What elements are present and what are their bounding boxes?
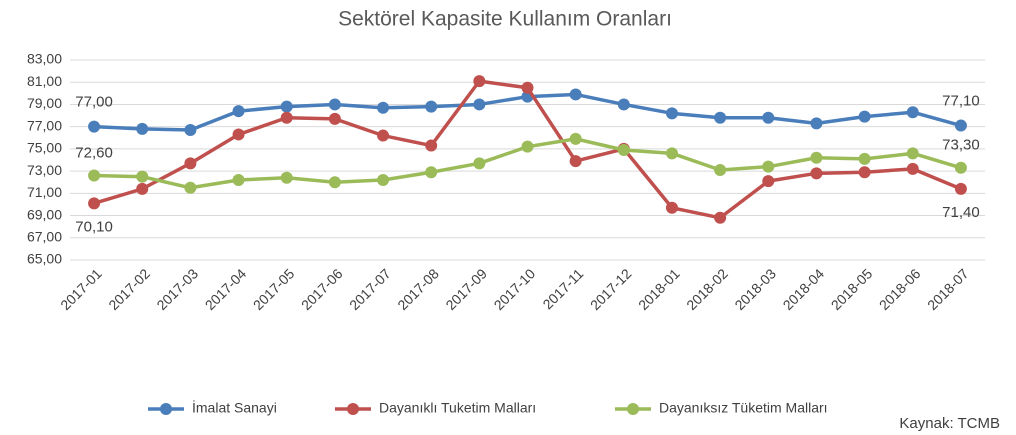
x-tick-label: 2017-06 <box>298 265 346 313</box>
data-point <box>906 162 919 175</box>
y-tick-label: 79,00 <box>27 95 62 111</box>
data-point <box>906 147 919 160</box>
legend-label: İmalat Sanayi <box>192 399 277 416</box>
data-point <box>280 171 293 184</box>
x-tick-label: 2017-05 <box>250 265 298 313</box>
data-point <box>280 100 293 113</box>
data-point <box>617 98 630 111</box>
y-tick-label: 73,00 <box>27 162 62 178</box>
data-point <box>954 119 967 132</box>
source-note: Kaynak: TCMB <box>899 415 1000 432</box>
legend-label: Dayanıklı Tuketim Malları <box>379 400 536 416</box>
data-point <box>810 167 823 180</box>
data-point <box>762 160 775 173</box>
x-tick-label: 2018-05 <box>828 265 876 313</box>
data-point <box>521 81 534 94</box>
x-tick-label: 2018-04 <box>780 265 828 313</box>
data-point <box>328 98 341 111</box>
data-point <box>377 174 390 186</box>
data-point <box>714 164 727 176</box>
data-point <box>521 140 534 153</box>
x-tick-label: 2018-07 <box>924 265 972 313</box>
data-point <box>328 112 341 125</box>
data-point <box>810 151 823 164</box>
x-tick-label: 2017-03 <box>153 265 201 313</box>
data-point <box>232 105 245 118</box>
y-tick-label: 81,00 <box>27 73 62 89</box>
data-point <box>136 122 149 135</box>
data-point <box>425 166 438 179</box>
data-point <box>762 111 775 124</box>
data-point <box>906 106 919 119</box>
data-point <box>810 117 823 130</box>
x-tick-label: 2017-10 <box>491 265 539 313</box>
data-point <box>473 157 486 170</box>
y-tick-label: 77,00 <box>27 117 62 133</box>
data-point <box>88 197 101 210</box>
y-tick-label: 75,00 <box>27 140 62 156</box>
x-tick-label: 2017-12 <box>587 265 635 313</box>
data-point <box>665 147 678 160</box>
data-point <box>858 152 871 165</box>
data-point <box>858 166 871 179</box>
data-point <box>425 100 438 113</box>
data-point <box>88 169 101 182</box>
data-point <box>569 132 582 145</box>
data-point <box>954 161 967 174</box>
data-point <box>232 174 245 186</box>
data-point <box>232 128 245 141</box>
x-tick-label: 2018-02 <box>683 265 731 313</box>
data-point <box>377 129 390 142</box>
data-point <box>714 211 727 224</box>
data-label: 77,10 <box>942 93 980 110</box>
x-tick-label: 2017-11 <box>539 265 586 312</box>
y-tick-label: 65,00 <box>27 251 62 267</box>
data-label: 72,60 <box>75 145 113 162</box>
y-tick-label: 69,00 <box>27 206 62 222</box>
legend-marker <box>160 403 172 415</box>
data-point <box>184 157 197 170</box>
data-point <box>569 88 582 101</box>
x-tick-label: 2017-04 <box>202 265 250 313</box>
data-point <box>184 181 197 194</box>
x-tick-label: 2017-02 <box>105 265 153 313</box>
x-tick-label: 2018-01 <box>635 265 683 313</box>
y-tick-label: 83,00 <box>27 51 62 67</box>
data-point <box>473 75 486 88</box>
data-point <box>377 101 390 114</box>
data-point <box>88 120 101 133</box>
data-point <box>280 111 293 124</box>
data-label: 77,00 <box>75 94 113 111</box>
x-tick-label: 2018-03 <box>731 265 779 313</box>
legend-marker <box>627 403 639 415</box>
chart-title: Sektörel Kapasite Kullanım Oranları <box>338 8 672 31</box>
y-tick-label: 67,00 <box>27 228 62 244</box>
x-tick-label: 2017-09 <box>442 265 490 313</box>
data-point <box>762 175 775 188</box>
data-point <box>665 107 678 120</box>
data-label: 71,40 <box>942 204 980 221</box>
y-tick-label: 71,00 <box>27 184 62 200</box>
legend-marker <box>347 403 359 415</box>
data-point <box>136 170 149 183</box>
data-point <box>136 182 149 195</box>
data-point <box>328 176 341 189</box>
data-label: 70,10 <box>75 218 113 235</box>
x-tick-label: 2017-07 <box>346 265 394 313</box>
x-tick-label: 2017-08 <box>394 265 442 313</box>
legend-label: Dayanıksız Tüketim Malları <box>659 400 828 416</box>
data-point <box>617 144 630 156</box>
data-point <box>954 182 967 195</box>
data-point <box>569 155 582 168</box>
data-point <box>473 98 486 111</box>
data-label: 73,30 <box>942 137 980 154</box>
data-point <box>858 110 871 123</box>
data-point <box>184 124 197 136</box>
x-tick-label: 2017-01 <box>57 265 105 313</box>
data-point <box>665 201 678 214</box>
data-point <box>425 139 438 152</box>
x-tick-label: 2018-06 <box>876 265 924 313</box>
data-point <box>714 111 727 124</box>
